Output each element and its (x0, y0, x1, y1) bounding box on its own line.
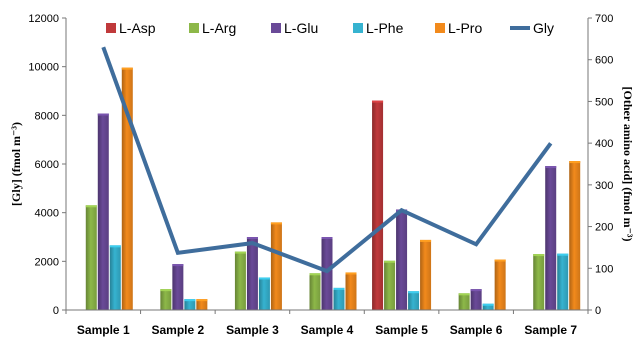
bar-l-arg (85, 205, 97, 310)
y2-tick-label: 500 (595, 96, 613, 108)
bar-cap (482, 303, 494, 306)
legend-label: Gly (533, 20, 554, 36)
y-tick-label: 8000 (35, 110, 59, 122)
bar-cap (557, 253, 569, 256)
legend: L-Asp L-Arg L-Glu L-Phe L-Pro Gly (106, 20, 554, 36)
bar-l-glu (545, 166, 557, 310)
line-layer (101, 46, 553, 274)
y-tick-label: 6000 (35, 159, 59, 171)
bar-cap (258, 277, 270, 280)
x-category-label: Sample 7 (524, 323, 577, 337)
bar-l-glu (97, 113, 109, 310)
bar-cap (333, 287, 345, 290)
legend-label: L-Glu (284, 20, 318, 36)
legend-label: L-Asp (119, 20, 156, 36)
bar-l-phe (109, 245, 121, 310)
bar-l-arg (458, 293, 470, 310)
x-category-label: Sample 1 (77, 323, 130, 337)
y-axis-title: [Gly] (fmol m⁻³) (9, 122, 23, 206)
bar-cap (184, 299, 196, 302)
y2-tick-label: 100 (595, 263, 613, 275)
bar-l-pro (569, 161, 581, 310)
x-category-label: Sample 6 (450, 323, 503, 337)
bar-cap (246, 237, 258, 239)
bar-cap (494, 259, 506, 262)
bar-cap (97, 113, 109, 116)
legend-swatch (435, 23, 445, 33)
bar-l-pro (196, 299, 208, 310)
y2-tick-label: 700 (595, 13, 613, 25)
y-tick-label: 10000 (28, 62, 59, 74)
x-category-label: Sample 3 (226, 323, 279, 337)
y-tick-label: 2000 (35, 256, 59, 268)
y-tick-label: 4000 (35, 208, 59, 220)
bar-l-glu (470, 289, 482, 310)
bar-cap (321, 237, 333, 239)
bar-cap (372, 100, 384, 103)
bar-cap (160, 289, 172, 292)
bar-cap (420, 239, 432, 242)
bar-cap (270, 222, 282, 225)
y2-tick-label: 300 (595, 180, 613, 192)
bar-l-phe (333, 287, 345, 310)
bar-l-arg (533, 254, 545, 310)
bar-l-arg (160, 289, 172, 310)
bar-cap (533, 254, 545, 257)
legend-label: L-Phe (366, 20, 404, 36)
bar-cap (545, 166, 557, 169)
legend-swatch (106, 23, 116, 33)
bar-l-phe (557, 253, 569, 310)
bar-l-arg (309, 273, 321, 310)
y-tick-label: 0 (53, 305, 59, 317)
y2-tick-label: 0 (595, 305, 601, 317)
bar-l-pro (270, 222, 282, 310)
bar-l-glu (246, 237, 258, 310)
bar-l-pro (494, 259, 506, 310)
bar-l-phe (184, 299, 196, 310)
bar-cap (109, 245, 121, 248)
bar-cap (384, 260, 396, 263)
legend-swatch (353, 23, 363, 33)
bar-cap (458, 293, 470, 296)
bar-cap (121, 67, 133, 70)
bar-l-glu (172, 264, 184, 310)
bar-cap (234, 251, 246, 254)
line-gly (101, 46, 553, 274)
bar-cap (569, 161, 581, 164)
y2-tick-label: 600 (595, 55, 613, 67)
bar-l-phe (258, 277, 270, 310)
bar-l-pro (420, 239, 432, 310)
bar-cap (408, 291, 420, 294)
y2-tick-label: 200 (595, 222, 613, 234)
bar-l-glu (396, 209, 408, 310)
legend-label: L-Arg (202, 20, 236, 36)
y2-tick-label: 400 (595, 138, 613, 150)
bar-l-arg (384, 260, 396, 310)
bar-cap (470, 289, 482, 292)
legend-swatch (271, 23, 281, 33)
bar-cap (309, 273, 321, 276)
axes-layer: 0 2000 4000 6000 8000 10000 12000 0 100 200 300 400… (28, 13, 613, 337)
y-tick-label: 12000 (28, 13, 59, 25)
bar-l-phe (482, 303, 494, 310)
bar-l-glu (321, 237, 333, 310)
bar-cap (196, 299, 208, 302)
legend-swatch (189, 23, 199, 33)
x-category-label: Sample 4 (301, 323, 354, 337)
bar-cap (85, 205, 97, 208)
bar-layer (85, 67, 581, 310)
bar-l-arg (234, 251, 246, 310)
bar-l-pro (121, 67, 133, 310)
x-category-label: Sample 5 (375, 323, 428, 337)
legend-label: L-Pro (448, 20, 482, 36)
bar-l-phe (408, 291, 420, 310)
y2-axis-title: [Other amino acid] (fmol m⁻³) (621, 86, 635, 241)
bar-l-asp (372, 100, 384, 310)
bar-l-pro (345, 272, 357, 310)
x-category-label: Sample 2 (152, 323, 205, 337)
bar-cap (172, 264, 184, 267)
bar-cap (345, 272, 357, 275)
